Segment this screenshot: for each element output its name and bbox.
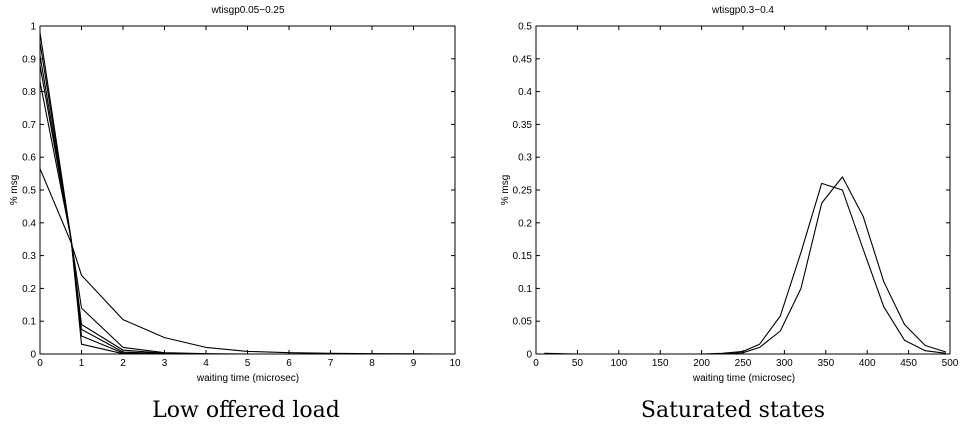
y-tick-label: 0.15 [513,251,533,262]
y-tick-label: 0.3 [518,153,532,164]
chart-low-offered-load: wtisgp0.05−0.25 0 0.1 0.2 0.3 0.4 0.5 0.6 0.7 0.… [9,5,461,423]
x-tick-label: 2 [120,358,126,369]
chart-saturated-states: wtisgp0.3−0.4 0 0.05 0.1 0.15 0.2 0.25 0.3 0.35… [500,5,959,423]
x-tick-label: 3 [162,358,168,369]
series-line [39,42,455,355]
x-tick-label: 200 [693,358,710,369]
x-tick-label: 400 [859,358,876,369]
x-tick-label: 300 [776,358,793,369]
y-tick-label: 0.3 [22,251,36,262]
y-tick-label: 1 [30,22,36,33]
series-line [39,32,455,355]
x-tick-label: 6 [286,358,292,369]
y-axis: 0 0.05 0.1 0.15 0.2 0.25 0.3 0.35 0.4 0.45 0.5 [513,22,950,361]
x-tick-label: 5 [245,358,251,369]
y-tick-label: 0 [30,350,36,361]
y-tick-label: 0.5 [518,22,532,33]
series-group [39,32,456,355]
series-line [39,65,455,355]
x-tick-label: 0 [37,358,43,369]
y-tick-label: 0.2 [518,218,532,229]
y-tick-label: 0.6 [22,153,36,164]
x-axis-label: waiting time (microsec) [692,373,795,384]
x-tick-label: 50 [572,358,584,369]
x-tick-label: 4 [203,358,209,369]
y-tick-label: 0.1 [518,284,532,295]
x-tick-label: 100 [610,358,627,369]
y-tick-label: 0.7 [22,120,36,131]
x-tick-label: 0 [533,358,539,369]
series-line [39,168,456,355]
x-axis: 0 50 100 150 200 250 300 350 400 450 500 [533,26,959,369]
x-axis: 0 1 2 3 4 5 6 7 8 9 10 [37,26,461,369]
x-tick-label: 150 [652,358,669,369]
x-tick-label: 7 [328,358,334,369]
y-tick-label: 0.2 [22,284,36,295]
plot-frame [535,25,951,355]
chart-title: wtisgp0.05−0.25 [210,5,285,16]
chart-title: wtisgp0.3−0.4 [711,5,774,16]
x-tick-label: 350 [817,358,834,369]
y-tick-label: 0.05 [513,317,533,328]
y-tick-label: 0.1 [22,317,36,328]
series-line [39,55,455,355]
series-line [544,182,946,355]
y-tick-label: 0.9 [22,54,36,65]
y-tick-label: 0 [526,350,532,361]
x-tick-label: 9 [411,358,417,369]
x-axis-label: waiting time (microsec) [196,373,299,384]
y-tick-label: 0.35 [513,120,533,131]
x-tick-label: 250 [735,358,752,369]
x-tick-label: 450 [900,358,917,369]
y-tick-label: 0.4 [22,218,36,229]
series-line [544,176,947,355]
x-tick-label: 1 [79,358,85,369]
figure-caption: Low offered load [152,398,340,423]
y-tick-label: 0.8 [22,87,36,98]
x-tick-label: 500 [942,358,959,369]
figure-caption: Saturated states [641,398,825,423]
series-group [544,176,947,355]
y-axis: 0 0.1 0.2 0.3 0.4 0.5 0.6 0.7 0.8 0.9 1 [22,22,455,361]
plot-frame [39,25,456,355]
y-tick-label: 0.5 [22,186,36,197]
y-tick-label: 0.45 [513,54,533,65]
y-tick-label: 0.4 [518,87,532,98]
y-axis-label: % msg [9,175,20,206]
x-tick-label: 10 [449,358,461,369]
series-line [39,81,455,355]
y-axis-label: % msg [500,175,511,206]
x-tick-label: 8 [369,358,375,369]
y-tick-label: 0.25 [513,186,533,197]
